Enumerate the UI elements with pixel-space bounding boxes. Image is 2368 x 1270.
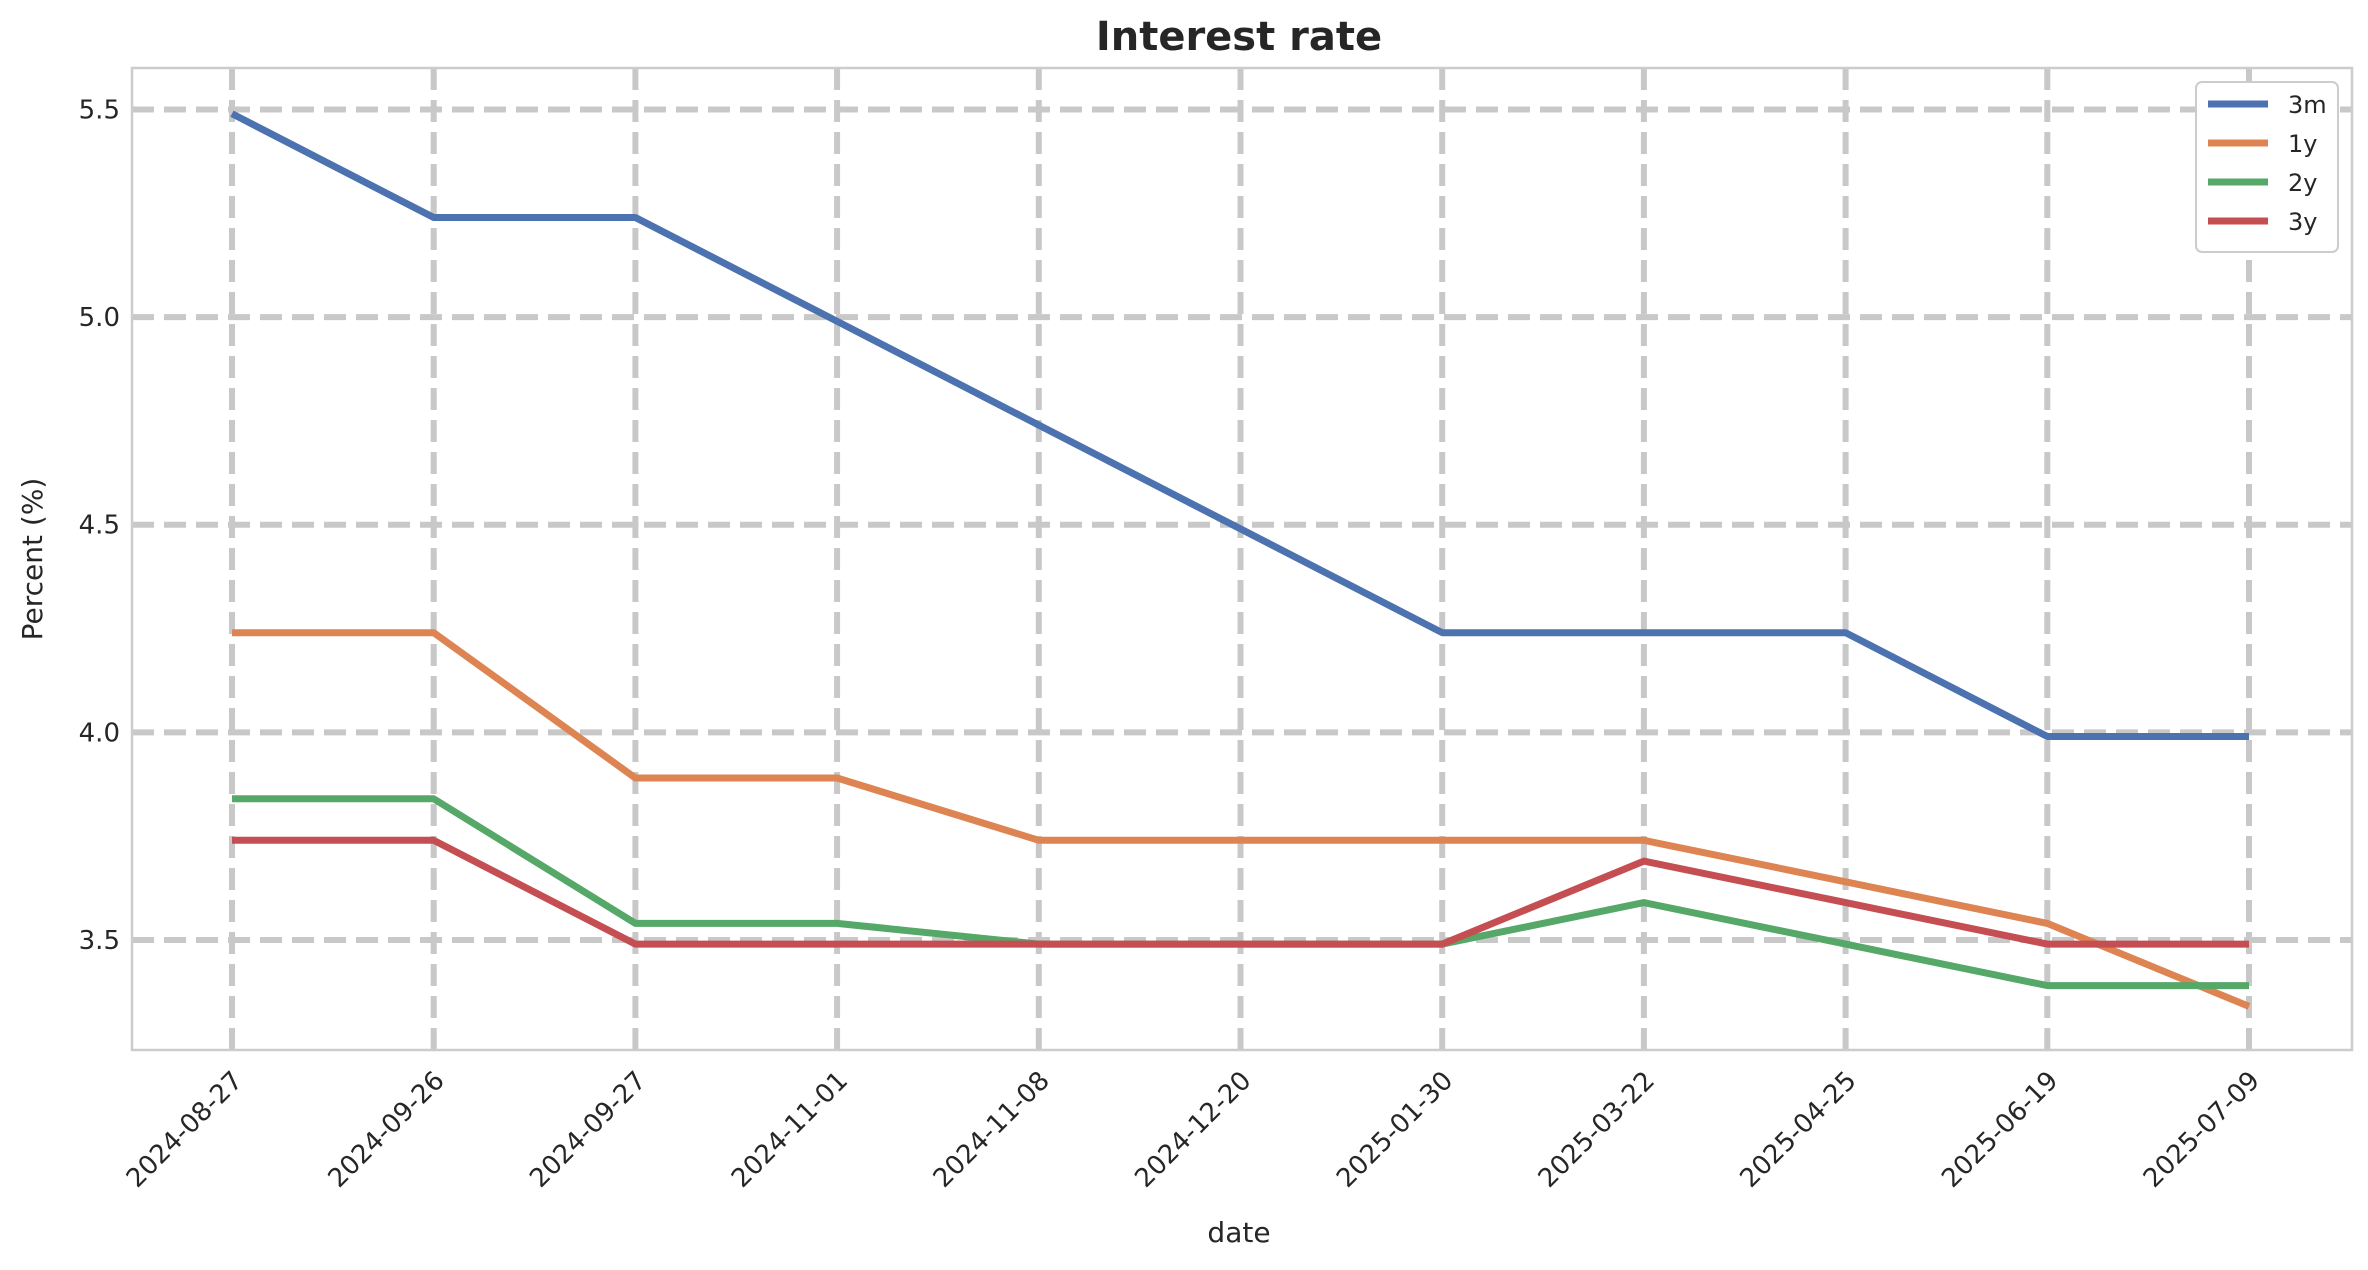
- x-tick-label: 2025-03-22: [1533, 1066, 1661, 1194]
- legend-label-3y: 3y: [2288, 208, 2317, 236]
- plot-frame: [130, 66, 2354, 1052]
- x-tick-label: 2024-11-08: [928, 1066, 1056, 1194]
- x-tick-label: 2025-01-30: [1331, 1066, 1459, 1194]
- x-axis-ticks: 2024-08-27 2024-09-26 2024-09-27 2024-11-01…: [121, 1066, 2266, 1194]
- y-tick-label: 4.5: [79, 511, 120, 541]
- series-lines: [230, 110, 2251, 1010]
- legend-box: [2195, 81, 2339, 253]
- series-line-1y: [232, 629, 2251, 1010]
- y-axis-label: Percent (%): [16, 478, 49, 641]
- x-tick-label: 2024-12-20: [1129, 1066, 1257, 1194]
- chart-title: Interest rate: [1096, 14, 1382, 60]
- y-tick-label: 5.5: [79, 96, 120, 126]
- series-line-3y: [232, 836, 2249, 948]
- x-tick-label: 2024-09-26: [323, 1066, 451, 1194]
- x-tick-label: 2024-08-27: [121, 1066, 249, 1194]
- x-tick-label: 2025-04-25: [1734, 1066, 1862, 1194]
- legend-label-2y: 2y: [2288, 169, 2317, 197]
- y-tick-label: 5.0: [79, 303, 120, 333]
- x-tick-label: 2025-06-19: [1936, 1066, 2064, 1194]
- y-axis-ticks: 3.5 4.0 4.5 5.0 5.5: [79, 96, 120, 956]
- legend: 3m 1y 2y 3y: [2195, 81, 2339, 253]
- x-tick-label: 2025-07-09: [2138, 1066, 2266, 1194]
- x-tick-label: 2024-11-01: [726, 1066, 854, 1194]
- x-axis-label: date: [1207, 1216, 1270, 1249]
- y-tick-label: 4.0: [79, 718, 120, 748]
- series-line-3m: [230, 110, 2249, 740]
- x-tick-label: 2024-09-27: [524, 1066, 652, 1194]
- y-tick-label: 3.5: [79, 926, 120, 956]
- legend-label-1y: 1y: [2288, 130, 2317, 158]
- legend-label-3m: 3m: [2288, 91, 2327, 119]
